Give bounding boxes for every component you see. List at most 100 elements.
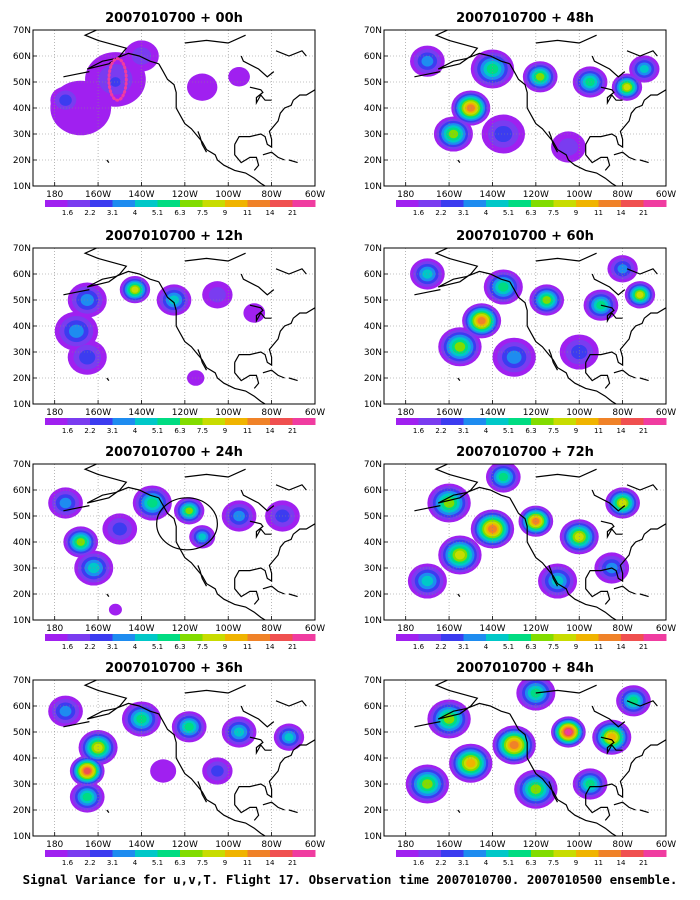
coastline — [414, 721, 441, 728]
colorbar-swatch — [621, 850, 644, 857]
coastline-layer — [414, 680, 666, 836]
colorbar-swatch — [463, 634, 487, 641]
coastline — [591, 489, 626, 512]
colorbar-label: 1.6 — [413, 209, 425, 217]
colorbar-swatch — [157, 634, 181, 641]
colorbar-swatch — [112, 200, 136, 207]
contour-level — [76, 538, 85, 546]
colorbar-label: 11 — [594, 643, 603, 651]
contour-level — [530, 784, 542, 794]
colorbar: 1.6 2.2 3.1 4 5.1 6.3 7.5 9 11 14 21 — [396, 200, 667, 217]
y-tick-label: 10N — [13, 182, 31, 192]
contour-level — [69, 324, 84, 338]
coastline — [288, 159, 298, 164]
colorbar-swatch — [553, 850, 577, 857]
coastline — [414, 505, 441, 512]
colorbar: 1.6 2.2 3.1 4 5.1 6.3 7.5 9 11 14 21 — [396, 418, 667, 435]
colorbar-label: 21 — [288, 859, 297, 867]
coastline — [548, 131, 559, 153]
colorbar-label: 3.1 — [458, 427, 469, 435]
contour-level — [79, 349, 96, 365]
x-tick-label: 60W — [305, 624, 325, 634]
colorbar-swatch — [396, 634, 419, 641]
colorbar-swatch — [135, 200, 158, 207]
colorbar-label: 4 — [484, 859, 489, 867]
coastline — [457, 809, 461, 813]
colorbar-label: 2.2 — [84, 859, 95, 867]
colorbar-label: 7.5 — [548, 643, 559, 651]
contour-level — [565, 728, 572, 736]
colorbar-label: 9 — [223, 643, 227, 651]
contour-level — [421, 575, 434, 587]
colorbar-swatch — [576, 850, 599, 857]
y-tick-label: 70N — [13, 26, 31, 36]
colorbar-label: 3.1 — [458, 643, 469, 651]
coastline — [288, 593, 298, 598]
colorbar-label: 3.1 — [458, 209, 469, 217]
coastline — [585, 307, 666, 367]
colorbar-swatch — [67, 418, 91, 425]
field-layer — [48, 485, 300, 616]
x-tick-label: 100W — [566, 624, 592, 634]
x-tick-label: 100W — [215, 190, 241, 200]
contour-level — [233, 510, 245, 522]
colorbar-label: 4 — [133, 859, 138, 867]
colorbar-swatch — [418, 418, 442, 425]
contour-level — [184, 722, 194, 731]
colorbar-label: 11 — [243, 209, 252, 217]
x-tick-label: 180 — [46, 624, 63, 634]
contour-level — [558, 138, 579, 156]
y-tick-label: 50N — [364, 296, 382, 306]
y-tick-label: 40N — [364, 754, 382, 764]
coastline — [249, 86, 272, 106]
colorbar-swatch — [135, 850, 158, 857]
coastline — [106, 593, 110, 597]
colorbar-label: 7.5 — [548, 209, 559, 217]
coastline — [197, 131, 208, 153]
panel-title: 2007010700 + 24h — [105, 445, 243, 460]
contour-level — [487, 524, 497, 534]
colorbar-label: 9 — [223, 859, 227, 867]
contour-level — [112, 522, 127, 536]
x-tick-label: 120W — [172, 624, 198, 634]
coastline — [249, 304, 272, 324]
colorbar-swatch — [621, 418, 644, 425]
x-tick-label: 100W — [566, 408, 592, 418]
x-tick-label: 100W — [215, 624, 241, 634]
colorbar-label: 1.6 — [62, 859, 74, 867]
coastline — [509, 63, 617, 186]
colorbar-label: 2.2 — [435, 209, 446, 217]
coastline — [275, 50, 307, 57]
grid-lines — [33, 248, 315, 404]
coastline-layer — [414, 464, 666, 620]
coastline — [509, 713, 617, 836]
colorbar-label: 3.1 — [107, 427, 118, 435]
contour-level — [284, 733, 294, 742]
grid-lines — [384, 248, 666, 404]
coastline — [591, 55, 626, 78]
colorbar-label: 6.3 — [174, 859, 185, 867]
x-tick-label: 160W — [85, 624, 111, 634]
colorbar-label: 5.1 — [503, 643, 514, 651]
coastline — [613, 585, 636, 595]
colorbar-swatch — [441, 634, 464, 641]
colorbar-label: 6.3 — [174, 643, 185, 651]
colorbar-swatch — [112, 850, 136, 857]
contour-level — [233, 727, 245, 737]
coastline — [83, 680, 159, 720]
colorbar-swatch — [396, 200, 419, 207]
y-tick-label: 60N — [13, 270, 31, 280]
coastline — [591, 273, 626, 296]
y-tick-label: 70N — [364, 676, 382, 686]
colorbar-label: 1.6 — [413, 643, 425, 651]
coastline — [613, 369, 636, 379]
colorbar-swatch — [157, 418, 181, 425]
colorbar-label: 7.5 — [197, 427, 208, 435]
y-tick-label: 10N — [13, 616, 31, 626]
colorbar-swatch — [292, 634, 316, 641]
y-tick-label: 30N — [364, 348, 382, 358]
y-tick-label: 70N — [13, 244, 31, 254]
coastline — [234, 362, 260, 389]
coastline — [535, 34, 597, 44]
x-tick-label: 120W — [172, 840, 198, 850]
